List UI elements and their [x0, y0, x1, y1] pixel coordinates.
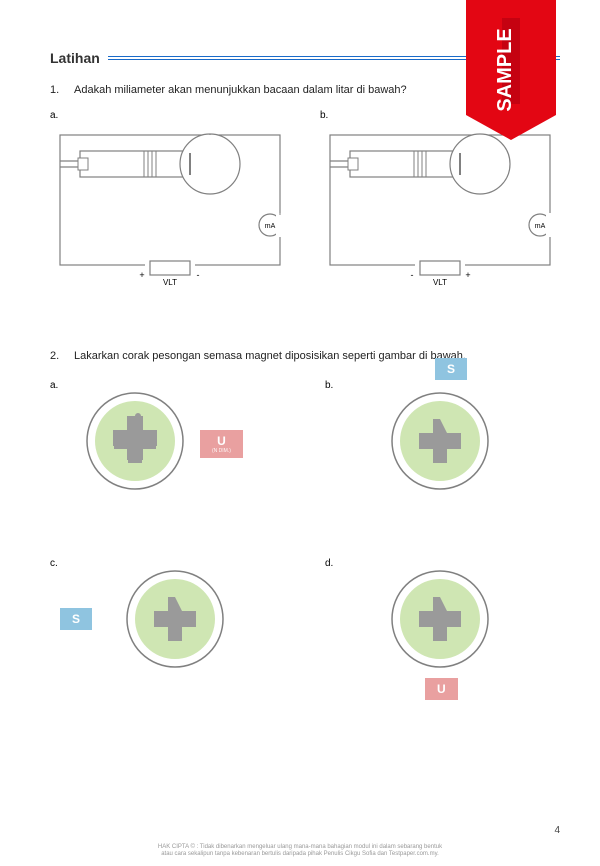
crt-a-label: a.: [50, 380, 58, 391]
question-2: 2. Lakarkan corak pesongan semasa magnet…: [50, 350, 560, 362]
sample-text: SAMPLE: [494, 28, 516, 111]
svg-text:mA: mA: [535, 223, 546, 230]
svg-text:-: -: [411, 270, 414, 280]
crt-c: c. S: [50, 558, 285, 708]
magnet-u-a: U (N DIM.): [200, 430, 243, 458]
section-title: Latihan: [50, 50, 100, 66]
page-number: 4: [554, 825, 560, 836]
sample-ribbon: SAMPLE: [466, 0, 556, 155]
svg-text:VLT: VLT: [163, 278, 177, 287]
q2-text: Lakarkan corak pesongan semasa magnet di…: [74, 350, 560, 362]
svg-text:mA: mA: [265, 223, 276, 230]
crt-grid: a. U (N DIM.) b. S: [50, 380, 560, 708]
crt-a: a. U (N DIM.): [50, 380, 285, 530]
circuit-a: a.: [50, 110, 290, 300]
crt-b-label: b.: [325, 380, 333, 391]
q1-number: 1.: [50, 84, 74, 96]
q2-number: 2.: [50, 350, 74, 362]
magnet-s-c: S: [60, 608, 92, 630]
circuit-a-diagram: mA VLT + -: [50, 125, 290, 295]
footer-note: HAK CIPTA © : Tidak dibenarkan mengeluar…: [0, 844, 600, 858]
crt-d-label: d.: [325, 558, 333, 569]
svg-text:-: -: [197, 270, 200, 280]
svg-text:VLT: VLT: [433, 278, 447, 287]
crt-b: b. S: [325, 380, 560, 530]
svg-text:+: +: [139, 270, 144, 280]
crt-c-label: c.: [50, 558, 58, 569]
circuit-a-label: a.: [50, 110, 290, 121]
crt-d: d. U: [325, 558, 560, 708]
svg-text:+: +: [465, 270, 470, 280]
magnet-s-b: S: [435, 358, 467, 380]
magnet-u-d: U: [425, 678, 458, 700]
